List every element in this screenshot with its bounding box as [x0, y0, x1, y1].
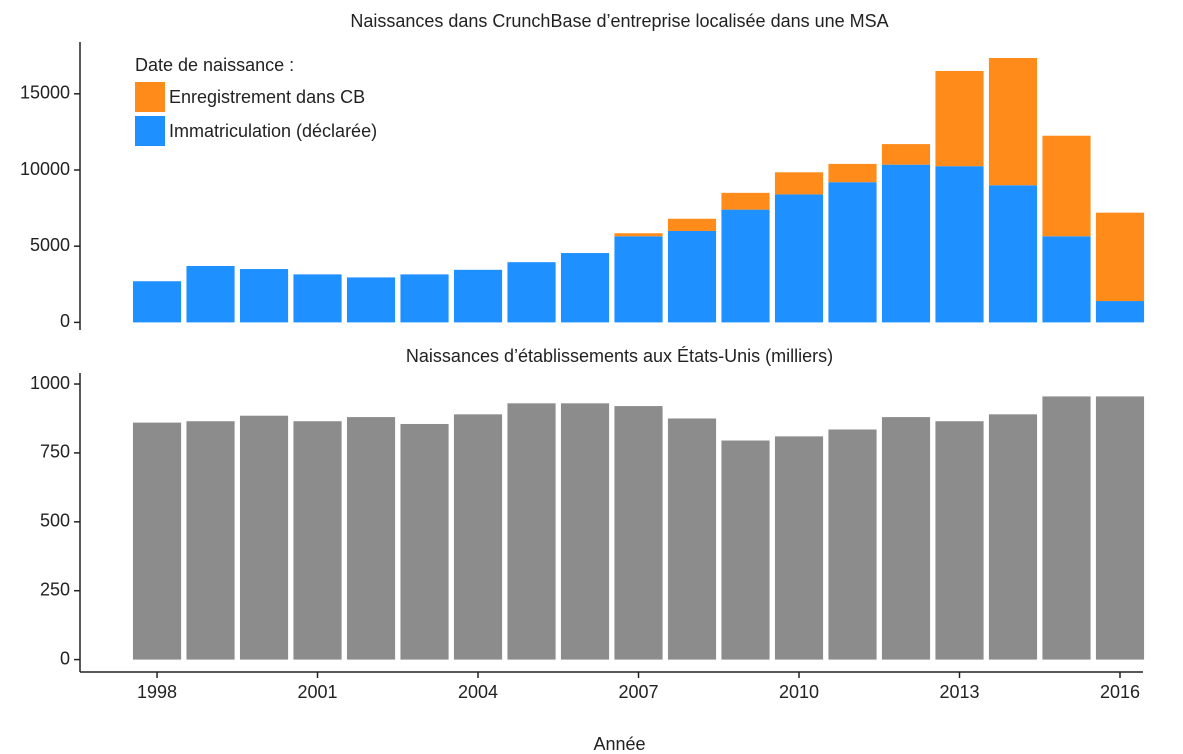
y-tick-label: 0 [60, 648, 70, 668]
y-tick-label: 1000 [30, 373, 70, 393]
bar [881, 417, 931, 660]
bar [614, 406, 663, 660]
panel-title: Naissances dans CrunchBase d’entreprise … [350, 11, 888, 31]
x-tick-label: 2016 [1100, 682, 1140, 702]
bar [828, 182, 877, 323]
bar [239, 269, 289, 323]
bar [293, 421, 342, 660]
x-tick-label: 2013 [939, 682, 979, 702]
bar [400, 274, 449, 323]
x-tick-label: 2001 [298, 682, 338, 702]
bar [774, 194, 824, 323]
bar [560, 403, 610, 660]
bar [186, 421, 235, 660]
x-axis-label: Année [593, 734, 645, 754]
bar [721, 440, 770, 660]
y-tick-label: 0 [60, 311, 70, 331]
panel-title: Naissances d’établissements aux États-Un… [406, 346, 833, 366]
legend-title: Date de naissance : [135, 55, 294, 75]
bar [560, 253, 610, 323]
legend-label: Immatriculation (déclarée) [169, 121, 377, 141]
bar [988, 185, 1038, 323]
bar [1095, 396, 1145, 660]
bar [774, 172, 824, 195]
bar [935, 70, 984, 167]
bar [453, 269, 503, 323]
bar [988, 414, 1038, 660]
legend-label: Enregistrement dans CB [169, 87, 365, 107]
bar [346, 277, 396, 323]
bar [507, 262, 556, 323]
bar [1042, 135, 1091, 237]
bar [132, 281, 182, 323]
y-tick-label: 500 [40, 511, 70, 531]
y-tick-label: 5000 [30, 235, 70, 255]
bar [453, 414, 503, 660]
x-tick-label: 2004 [458, 682, 498, 702]
bar [774, 436, 824, 660]
bar [239, 415, 289, 660]
bar [186, 266, 235, 323]
bar [881, 144, 931, 165]
bar [667, 230, 717, 323]
bar [1095, 212, 1145, 302]
bar [828, 163, 877, 183]
x-tick-label: 1998 [137, 682, 177, 702]
bar [935, 166, 984, 323]
bar [721, 192, 770, 210]
bar [1042, 396, 1091, 660]
x-tick-label: 2010 [779, 682, 819, 702]
bar [346, 417, 396, 660]
legend-swatch [135, 116, 165, 146]
bar [507, 403, 556, 660]
bar [132, 422, 182, 660]
bar [614, 233, 663, 237]
y-tick-label: 250 [40, 579, 70, 599]
bar [400, 423, 449, 660]
bar [988, 58, 1038, 186]
bar [614, 236, 663, 323]
bar [828, 429, 877, 660]
bar [293, 274, 342, 323]
legend-swatch [135, 82, 165, 112]
y-tick-label: 10000 [20, 159, 70, 179]
bar [881, 164, 931, 323]
bar [667, 418, 717, 660]
bar [935, 421, 984, 660]
y-tick-label: 750 [40, 442, 70, 462]
x-tick-label: 2007 [618, 682, 658, 702]
bar [667, 218, 717, 231]
y-tick-label: 15000 [20, 83, 70, 103]
bar [1042, 236, 1091, 323]
bar [1095, 301, 1145, 323]
bar [721, 209, 770, 323]
